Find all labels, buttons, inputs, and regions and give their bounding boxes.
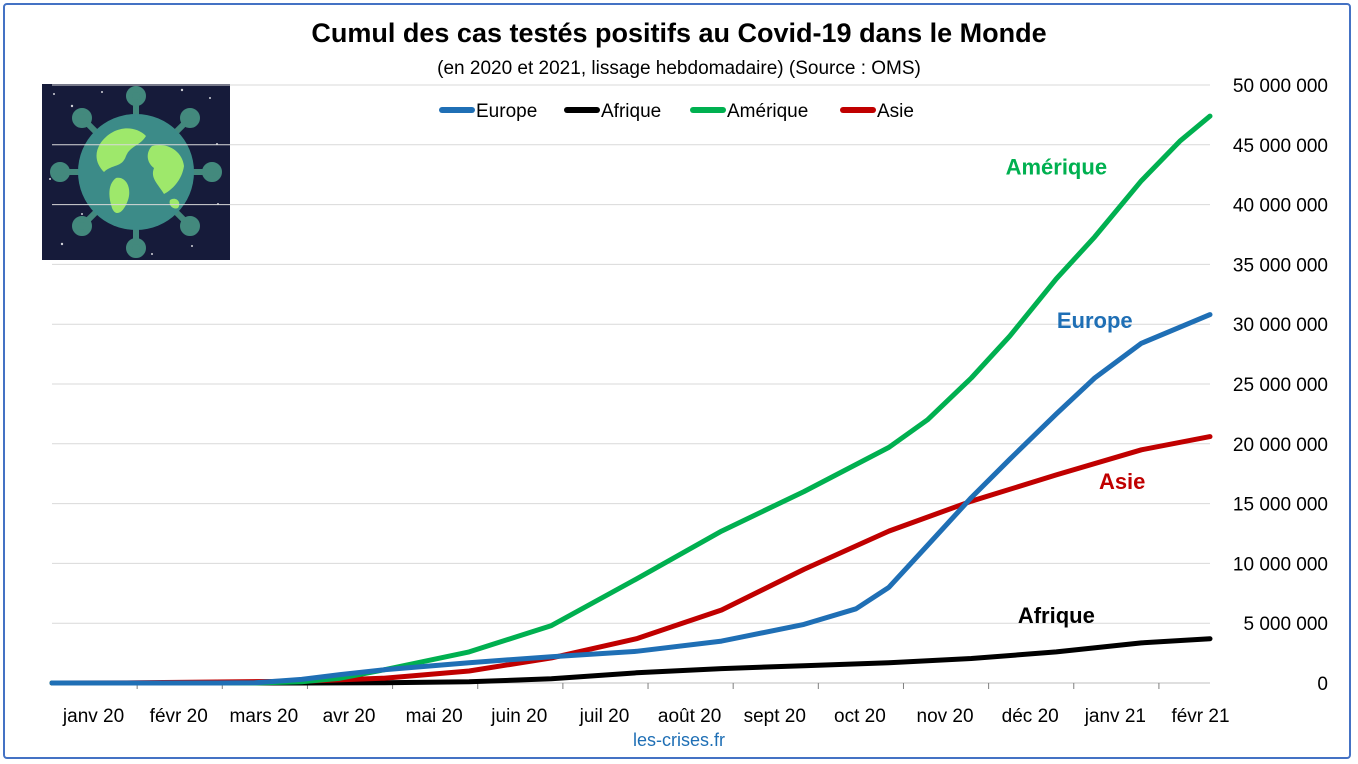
series-lines [49, 113, 1213, 686]
coronavirus-globe-icon [42, 84, 230, 260]
series-annotations: Amérique Europe Asie Afrique [1006, 155, 1146, 629]
y-axis-ticks: 0 5 000 000 10 000 000 15 000 000 20 000 000… [1233, 76, 1328, 695]
x-axis-ticks: janv 20 févr 20 mars 20 avr 20 mai 20 juin 20… [62, 683, 1230, 727]
x-tick-label: juil 20 [579, 706, 630, 727]
annotation-label: Europe [1057, 308, 1133, 333]
y-tick-label: 45 000 000 [1233, 136, 1328, 157]
y-tick-label: 50 000 000 [1233, 76, 1328, 97]
x-tick-label: févr 20 [150, 706, 208, 727]
y-tick-label: 10 000 000 [1233, 554, 1328, 575]
series-line-afrique [49, 636, 1213, 686]
x-tick-label: janv 20 [62, 706, 124, 727]
x-tick-label: août 20 [658, 706, 721, 727]
chart-title: Cumul des cas testés positifs au Covid-1… [311, 18, 1047, 48]
legend-label: Asie [877, 101, 914, 122]
annotation-label: Asie [1099, 469, 1145, 494]
x-tick-label: nov 20 [917, 706, 974, 727]
legend: Europe Afrique Amérique Asie [439, 101, 914, 122]
gridlines [52, 84, 1210, 684]
chart-frame [3, 3, 1351, 759]
legend-label: Afrique [601, 101, 661, 122]
x-tick-label: déc 20 [1002, 706, 1059, 727]
legend-label: Europe [476, 101, 537, 122]
x-tick-label: avr 20 [323, 706, 376, 727]
x-tick-label: juin 20 [490, 706, 547, 727]
annotation-label: Afrique [1018, 603, 1095, 628]
annotation-label: Amérique [1006, 155, 1107, 180]
series-line-asie [49, 434, 1213, 686]
y-tick-label: 30 000 000 [1233, 315, 1328, 336]
x-tick-label: mars 20 [230, 706, 299, 727]
series-line-amérique [49, 113, 1213, 686]
x-tick-label: févr 21 [1171, 706, 1229, 727]
y-tick-label: 40 000 000 [1233, 196, 1328, 217]
x-tick-label: mai 20 [406, 706, 463, 727]
y-tick-label: 25 000 000 [1233, 375, 1328, 396]
chart-subtitle: (en 2020 et 2021, lissage hebdomadaire) … [437, 58, 921, 79]
x-tick-label: sept 20 [744, 706, 806, 727]
series-line-europe [49, 312, 1213, 686]
y-tick-label: 0 [1317, 674, 1328, 695]
source-credit: les-crises.fr [632, 730, 725, 750]
y-tick-label: 5 000 000 [1243, 614, 1328, 635]
legend-label: Amérique [727, 101, 808, 122]
x-tick-label: janv 21 [1084, 706, 1146, 727]
y-tick-label: 15 000 000 [1233, 495, 1328, 516]
x-tick-label: oct 20 [834, 706, 886, 727]
y-tick-label: 35 000 000 [1233, 255, 1328, 276]
y-tick-label: 20 000 000 [1233, 435, 1328, 456]
